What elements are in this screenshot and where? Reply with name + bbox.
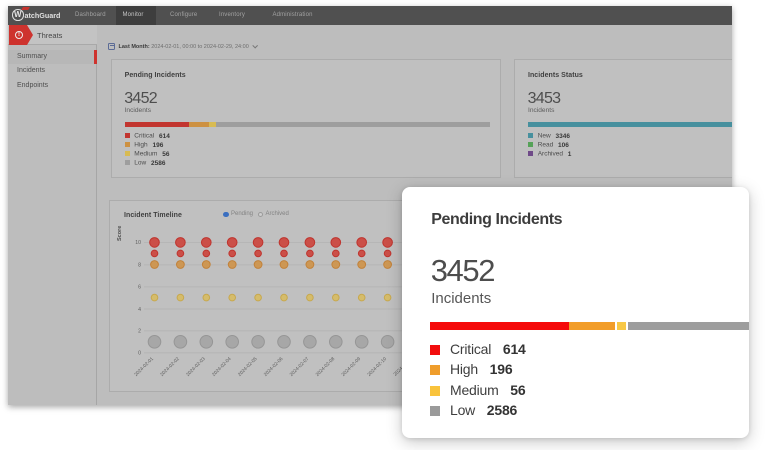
svg-text:8: 8: [138, 263, 141, 269]
svg-text:2024-02-08: 2024-02-08: [315, 356, 337, 378]
svg-text:2024-02-03: 2024-02-03: [185, 356, 207, 378]
svg-text:10: 10: [135, 240, 141, 246]
svg-text:2024-02-06: 2024-02-06: [263, 356, 285, 378]
svg-text:0: 0: [138, 351, 141, 357]
svg-text:2024-02-09: 2024-02-09: [341, 356, 363, 378]
svg-text:2024-02-05: 2024-02-05: [237, 356, 259, 378]
svg-text:2024-02-07: 2024-02-07: [289, 356, 311, 378]
svg-text:2024-02-04: 2024-02-04: [211, 356, 233, 378]
svg-text:2024-02-01: 2024-02-01: [133, 356, 155, 378]
svg-text:2: 2: [138, 329, 141, 335]
svg-text:2024-02-10: 2024-02-10: [366, 356, 388, 378]
svg-text:2024-02-02: 2024-02-02: [159, 356, 181, 378]
svg-text:6: 6: [138, 285, 141, 291]
svg-text:4: 4: [138, 307, 141, 313]
